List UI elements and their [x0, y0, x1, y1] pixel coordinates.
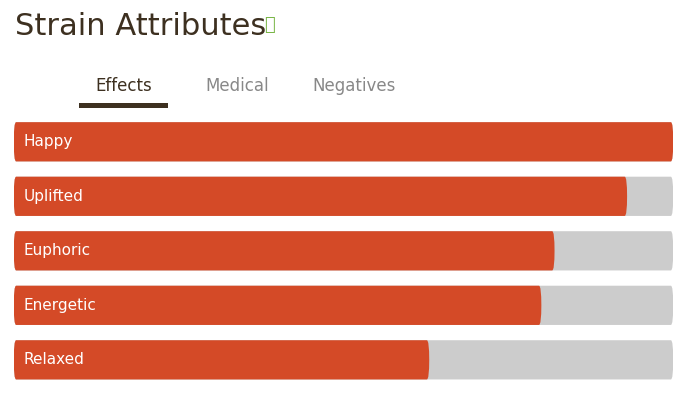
Text: Medical: Medical [205, 77, 269, 95]
FancyBboxPatch shape [14, 177, 627, 216]
FancyBboxPatch shape [14, 122, 673, 162]
FancyBboxPatch shape [14, 177, 673, 216]
Text: Uplifted: Uplifted [23, 189, 84, 204]
Text: Negatives: Negatives [312, 77, 396, 95]
FancyBboxPatch shape [14, 340, 673, 380]
Text: Happy: Happy [23, 134, 73, 149]
Text: Energetic: Energetic [23, 298, 96, 313]
FancyBboxPatch shape [14, 286, 541, 325]
FancyBboxPatch shape [14, 122, 673, 162]
FancyBboxPatch shape [14, 231, 554, 271]
Text: Euphoric: Euphoric [23, 243, 91, 258]
FancyBboxPatch shape [14, 231, 673, 271]
Text: Relaxed: Relaxed [23, 352, 85, 367]
FancyBboxPatch shape [14, 286, 673, 325]
Text: Strain Attributes: Strain Attributes [15, 12, 267, 41]
FancyBboxPatch shape [79, 103, 168, 108]
FancyBboxPatch shape [14, 340, 429, 380]
Text: ⓘ: ⓘ [264, 17, 275, 34]
Text: Effects: Effects [95, 77, 152, 95]
